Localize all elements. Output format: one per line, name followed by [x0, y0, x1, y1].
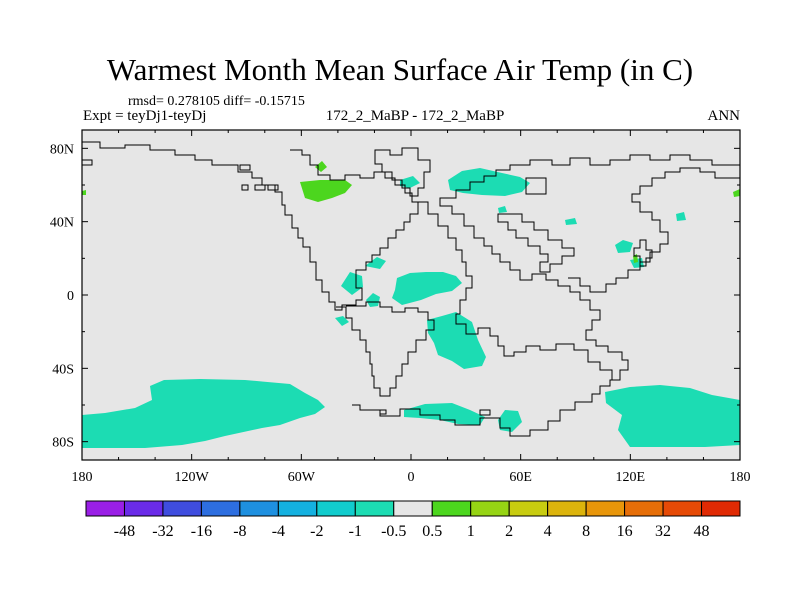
lat-tick-label: 40S: [52, 362, 74, 377]
coastline-south-america: [336, 301, 435, 397]
cooling-region: [427, 312, 486, 369]
colorbar-label: 32: [655, 523, 671, 540]
cooling-region: [498, 410, 522, 432]
cooling-region: [448, 168, 530, 196]
coastline-antarctica: [352, 379, 620, 437]
warming-region: [733, 189, 740, 197]
coastline-southern-islands: [379, 409, 491, 416]
cooling-region: [498, 206, 507, 213]
axis-labels: 180 120W 60W 0 60E 120E 180 80N 40N 0 40S 80S: [50, 142, 751, 485]
cooling-region: [565, 218, 577, 225]
colorbar-label: -0.5: [381, 523, 406, 540]
colorbar-label: 2: [505, 523, 513, 540]
lon-tick-label: 120W: [175, 470, 210, 485]
coastline-mediterranean: [497, 213, 575, 273]
stats-text: rmsd= 0.278105 diff= -0.15715: [128, 94, 305, 109]
map-panel: [81, 129, 741, 461]
colorbar-box: [662, 500, 703, 517]
lon-tick-label: 180: [72, 470, 93, 485]
colorbar-label: -2: [310, 523, 323, 540]
colorbar-label: 0.5: [422, 523, 442, 540]
colorbar-box: [239, 500, 279, 517]
colorbar-label: 4: [544, 523, 552, 540]
colorbar-label: 8: [582, 523, 590, 540]
lat-tick-label: 0: [67, 289, 74, 304]
colorbar-label: -1: [349, 523, 362, 540]
coastline-arctic-russia: [525, 177, 547, 195]
chart-title: Warmest Month Mean Surface Air Temp (in …: [106, 52, 694, 87]
coastline-japan: [633, 239, 653, 267]
cooling-region: [605, 385, 740, 447]
lat-tick-label: 80S: [52, 436, 74, 451]
coastline-north-america: [82, 141, 419, 311]
colorbar: -48 -32 -16 -8 -4 -2 -1 -0.5 0.5 1 2 4 8 16 32 48: [85, 500, 741, 540]
cooling-region: [615, 240, 633, 253]
coastlines: [82, 141, 740, 437]
colorbar-box: [470, 500, 510, 517]
warming-region: [300, 180, 352, 202]
colorbar-box: [123, 500, 164, 517]
coastline-east-asia: [568, 167, 740, 293]
coastline-alaska: [82, 159, 93, 166]
colorbar-box: [508, 500, 549, 517]
axis-ticks: [81, 130, 741, 460]
colorbar-label: -4: [272, 523, 285, 540]
colorbar-label: -8: [233, 523, 246, 540]
coastline-canadian-islands: [239, 164, 279, 191]
lat-tick-label: 80N: [50, 142, 74, 157]
center-label: 172_2_MaBP - 172_2_MaBP: [325, 108, 505, 124]
colorbar-label: 1: [467, 523, 475, 540]
cooling-region: [366, 293, 380, 307]
lon-tick-label: 120E: [616, 470, 646, 485]
colorbar-box: [585, 500, 626, 517]
colorbar-label: 16: [617, 523, 633, 540]
colorbar-box: [624, 500, 664, 517]
colorbar-box: [701, 500, 741, 517]
colorbar-box: [316, 500, 356, 517]
experiment-label: Expt = teyDj1-teyDj: [83, 108, 207, 124]
colorbar-box: [354, 500, 395, 517]
colorbar-box: [162, 500, 202, 517]
cooling-region: [365, 257, 386, 269]
colorbar-box: [200, 500, 241, 517]
colorbar-label: -16: [191, 523, 212, 540]
colorbar-box: [431, 500, 472, 517]
cooling-regions: [82, 168, 740, 448]
cooling-region: [404, 403, 485, 425]
colorbar-box: [85, 500, 125, 517]
lat-tick-label: 40N: [50, 216, 74, 231]
cooling-region: [676, 212, 686, 221]
coastline-greenland: [374, 147, 431, 197]
lon-tick-label: 180: [730, 470, 751, 485]
colorbar-label: -48: [114, 523, 135, 540]
colorbar-box: [547, 500, 587, 517]
cooling-region: [392, 272, 462, 305]
cooling-region: [341, 272, 363, 295]
warming-region: [82, 190, 86, 195]
lon-tick-label: 60W: [288, 470, 316, 485]
colorbar-box: [393, 500, 433, 517]
lon-tick-label: 0: [408, 470, 415, 485]
colorbar-label: 48: [694, 523, 710, 540]
colorbar-label: -32: [152, 523, 173, 540]
season-label: ANN: [707, 108, 741, 124]
colorbar-box: [277, 500, 318, 517]
coastline-eurasia: [418, 154, 740, 381]
cooling-region: [82, 379, 325, 448]
lon-tick-label: 60E: [509, 470, 532, 485]
